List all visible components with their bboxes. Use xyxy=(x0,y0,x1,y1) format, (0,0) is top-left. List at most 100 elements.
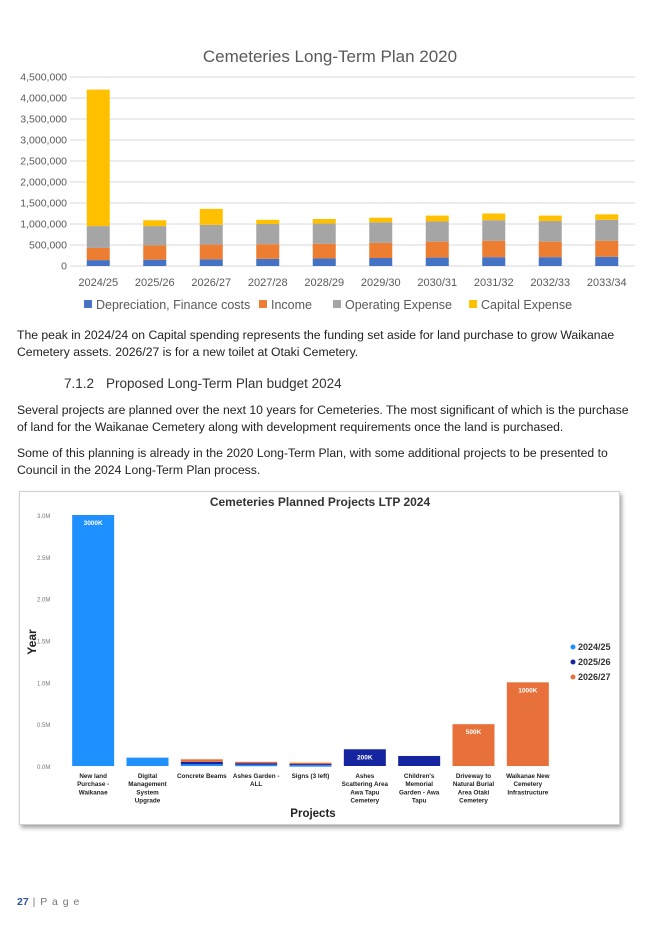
data-label: 3000K xyxy=(84,520,103,527)
legend-marker xyxy=(570,674,576,680)
x-tick-label: Waikanae New Cemetery Infrastructure xyxy=(506,773,550,796)
bar-segment xyxy=(86,247,110,261)
bar-segment xyxy=(425,257,449,266)
x-tick-label-line: Digital xyxy=(138,773,157,780)
bar-segment xyxy=(538,221,562,242)
legend-label: 2026/27 xyxy=(578,672,611,682)
y-tick-label: 1,500,000 xyxy=(20,198,67,210)
x-tick-label-line: Concrete Beams xyxy=(177,773,227,780)
bar-segment xyxy=(199,259,223,266)
section-heading: 7.1.2 Proposed Long-Term Plan budget 2024 xyxy=(64,376,342,391)
bar-segment xyxy=(595,214,619,220)
bar-segment xyxy=(199,244,223,260)
bar-segment xyxy=(506,682,549,766)
legend-swatch xyxy=(259,300,267,308)
data-label: 500K xyxy=(466,729,482,736)
bar-segment xyxy=(126,757,169,766)
bar-segment xyxy=(595,256,619,266)
bar-segment xyxy=(595,219,619,241)
bar-segment xyxy=(86,89,110,227)
bar-segment xyxy=(312,243,336,259)
bar-segment xyxy=(312,223,336,244)
legend-swatch xyxy=(333,300,341,308)
x-tick-label-line: Area Otaki xyxy=(458,789,490,796)
bar-segment xyxy=(72,515,115,766)
section-number: 7.1.2 xyxy=(64,376,95,391)
y-tick-label: 1,000,000 xyxy=(20,219,67,231)
y-tick-label: 2.5M xyxy=(37,556,50,562)
bar-segment xyxy=(143,245,167,260)
x-tick-label-line: Tapu xyxy=(412,798,427,805)
x-tick-label: 2030/31 xyxy=(417,277,457,289)
bar-segment xyxy=(199,208,223,225)
y-tick-label: 4,000,000 xyxy=(20,93,67,105)
bar-segment xyxy=(86,260,110,266)
bar-segment xyxy=(235,761,278,764)
bar-segment xyxy=(235,764,278,767)
x-tick-label: 2026/27 xyxy=(191,277,231,289)
bar-segment xyxy=(180,764,223,766)
legend-label: Capital Expense xyxy=(481,298,572,312)
legend-label: 2024/25 xyxy=(578,642,611,652)
bar-segment xyxy=(425,221,449,242)
bar-segment xyxy=(289,765,332,767)
ltp-2024-chart-frame: Cemeteries Planned Projects LTP 2024 0.0M… xyxy=(19,491,620,825)
bar-segment xyxy=(143,226,167,246)
bar-segment xyxy=(538,215,562,222)
x-tick-label: 2033/34 xyxy=(587,277,627,289)
bar-segment xyxy=(482,213,506,221)
x-axis-label: Projects xyxy=(290,808,335,820)
section-title: Proposed Long-Term Plan budget 2024 xyxy=(106,376,342,391)
x-tick-label: Signs (3 left) xyxy=(292,773,330,780)
footer-separator: | xyxy=(32,896,37,908)
data-label: 200K xyxy=(357,754,373,761)
x-tick-label: 2028/29 xyxy=(304,277,344,289)
y-tick-label: 2,000,000 xyxy=(20,177,67,189)
chart-title: Cemeteries Planned Projects LTP 2024 xyxy=(210,495,431,509)
y-tick-label: 2,500,000 xyxy=(20,156,67,168)
bar-segment xyxy=(538,241,562,258)
x-tick-label: Children's Memorial Garden - Awa Tapu xyxy=(399,773,440,805)
x-tick-label-line: Ashes xyxy=(355,773,374,780)
legend-label: Depreciation, Finance costs xyxy=(96,298,250,312)
x-tick-label-line: Garden - Awa xyxy=(399,789,440,796)
y-tick-label: 1.0M xyxy=(37,681,50,687)
x-tick-label: Concrete Beams xyxy=(177,773,227,780)
bar-segment xyxy=(143,220,167,227)
data-label: 1000K xyxy=(518,687,537,694)
bar-segment xyxy=(425,241,449,258)
x-tick-label-line: ALL xyxy=(250,781,262,788)
bar-segment xyxy=(369,242,393,259)
x-tick-label-line: Waikanae xyxy=(79,789,108,796)
bar-segment xyxy=(180,761,223,765)
x-tick-label-line: Cemetery xyxy=(513,781,542,788)
chart-title: Cemeteries Long-Term Plan 2020 xyxy=(203,47,457,66)
y-tick-label: 0.0M xyxy=(37,765,50,771)
bar-segment xyxy=(425,215,449,222)
legend-label: 2025/26 xyxy=(578,657,611,667)
x-tick-label: 2032/33 xyxy=(530,277,570,289)
bar-segment xyxy=(180,759,223,762)
bar-segment xyxy=(452,724,495,766)
y-tick-label: 3,000,000 xyxy=(20,135,67,147)
bar-segment xyxy=(256,219,280,224)
legend-swatch xyxy=(469,300,477,308)
y-tick-label: 3.0M xyxy=(37,514,50,520)
x-tick-label-line: Waikanae New xyxy=(506,773,550,780)
x-tick-label-line: Cemetery xyxy=(459,798,488,805)
x-tick-label-line: Management xyxy=(128,781,167,788)
y-tick-label: 0 xyxy=(61,261,67,273)
x-tick-label-line: Infrastructure xyxy=(507,789,548,796)
bar-segment xyxy=(595,240,619,257)
x-tick-label: 2025/26 xyxy=(135,277,175,289)
bar-segment xyxy=(538,257,562,266)
y-tick-label: 1.5M xyxy=(37,640,50,646)
legend-marker xyxy=(570,644,576,650)
bar-segment xyxy=(256,258,280,266)
bar-segment xyxy=(86,226,110,248)
ltp-2020-chart: Cemeteries Long-Term Plan 2020 0 500,000 1,… xyxy=(20,47,635,312)
paragraph-capital-peak: The peak in 2024/24 on Capital spending … xyxy=(17,328,615,359)
bar-segment xyxy=(143,259,167,266)
x-tick-label-line: System xyxy=(136,789,159,796)
x-tick-label: 2024/25 xyxy=(78,277,118,289)
